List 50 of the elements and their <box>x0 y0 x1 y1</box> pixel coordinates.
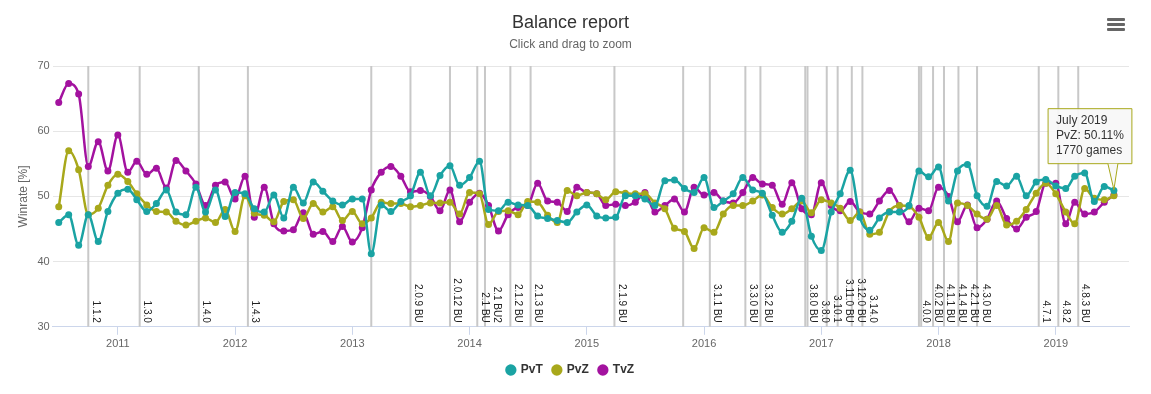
ref-line-label: 3.1.1 BU <box>712 283 724 323</box>
ref-line-label: 4.1.1 BU <box>945 283 957 323</box>
ref-line-label: 4.1.4 BU <box>957 283 969 323</box>
x-tick-label: 2017 <box>809 337 834 350</box>
ref-line-label: 4.2.1 BU <box>969 283 981 323</box>
legend-label: PvT <box>520 362 544 377</box>
ref-line-label: 2.1 BU2 <box>491 286 503 324</box>
y-tick-label: 40 <box>37 254 50 267</box>
ref-line-label: 3.12.0 BU <box>855 278 867 323</box>
x-tick-label: 2011 <box>106 337 130 350</box>
annotation: July 2019 PvZ: 50.11% 1770 games <box>1056 113 1125 157</box>
legend-label: TvZ <box>612 362 635 377</box>
x-tick-label: 2013 <box>340 337 365 350</box>
ref-line-label: 4.0.2 BU <box>933 283 945 323</box>
ref-line-label: 4.3.0 BU <box>981 283 993 323</box>
ref-line-label: 3.10.1 <box>831 295 843 324</box>
ref-line-label: 1.3.0 <box>141 300 153 324</box>
legend-label: PvZ <box>566 362 589 377</box>
y-tick-label: 50 <box>37 189 50 202</box>
ref-line-label: 2.1 BU <box>479 292 491 323</box>
ref-line-label: 2.1.2 BU <box>512 283 524 323</box>
y-tick-label: 70 <box>37 59 50 72</box>
y-axis-title: Winrate [%] <box>15 165 30 228</box>
y-tick-label: 30 <box>37 319 50 332</box>
ref-line-label: 2.0.9 BU <box>412 283 424 323</box>
ref-line-label: 1.1.2 <box>90 300 102 324</box>
ref-line-label: 2.1.3 BU <box>532 283 544 323</box>
y-tick-label: 60 <box>37 124 50 137</box>
ref-line-label: 3.14.0 <box>867 295 879 324</box>
ref-line-label: 2.0.12 BU <box>452 278 464 323</box>
ref-line-label: 1.4.3 <box>250 300 262 324</box>
x-tick-label: 2018 <box>926 337 951 350</box>
x-tick-label: 2016 <box>691 337 717 350</box>
ref-line-label: 1.4.0 <box>201 300 213 324</box>
ref-line-label: 3.8.0 <box>819 300 831 324</box>
ref-line-label: 4.8.3 BU <box>1080 283 1092 323</box>
ref-line-label: 3.8.0 BU <box>807 283 819 323</box>
ref-line-label: 3.3.2 BU <box>762 283 774 323</box>
chart-subtitle: Click and drag to zoom <box>509 37 632 52</box>
ref-line-label: 4.7.1 <box>1040 300 1052 324</box>
ref-line-label: 4.8.2 <box>1060 300 1072 324</box>
chart-title: Balance report <box>511 11 630 32</box>
x-tick-label: 2012 <box>222 337 248 350</box>
ref-line-label: 3.3.0 BU <box>747 283 759 323</box>
ref-line-label: 3.11.0 BU <box>843 279 855 323</box>
x-tick-label: 2015 <box>574 337 600 350</box>
ref-line-label: 4.0.0 <box>921 300 933 324</box>
x-tick-label: 2019 <box>1043 337 1069 350</box>
x-tick-label: 2014 <box>457 337 482 350</box>
ref-line-label: 2.1.9 BU <box>616 283 628 323</box>
